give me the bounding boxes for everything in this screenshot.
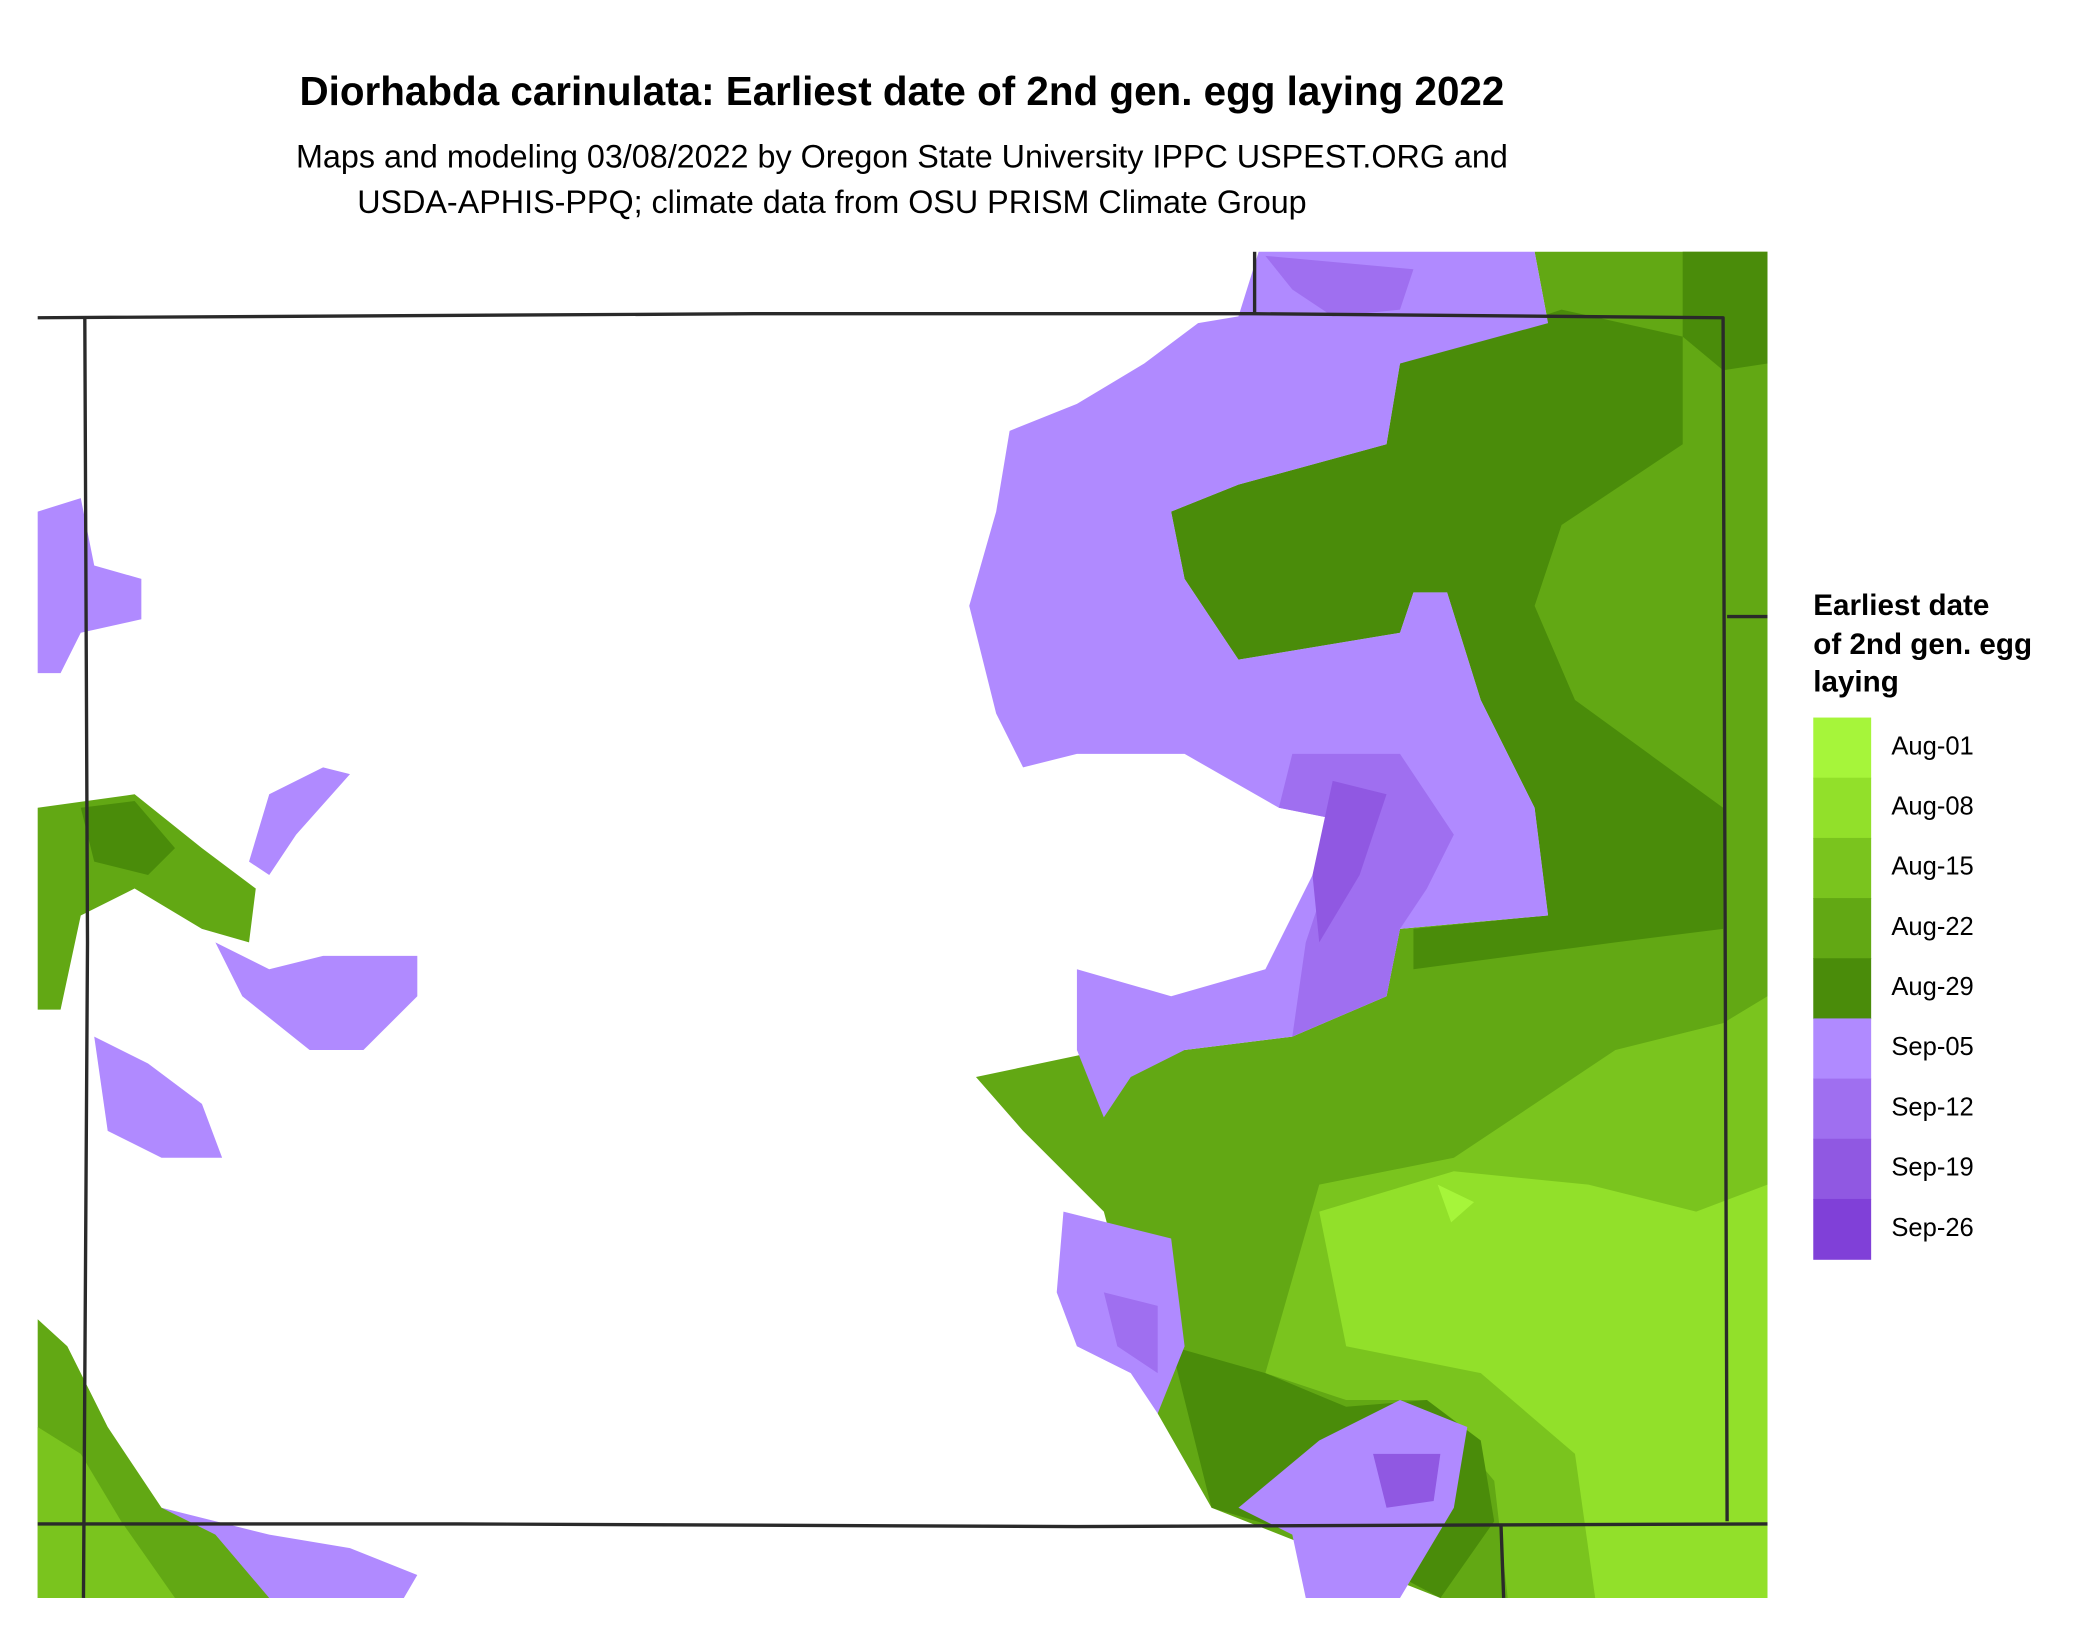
legend-swatch	[1813, 1078, 1872, 1140]
legend-label: Aug-08	[1891, 793, 1973, 821]
legend-swatch	[1813, 898, 1872, 959]
legend-label: Sep-26	[1891, 1214, 1973, 1242]
region	[1682, 251, 1768, 371]
region	[215, 942, 418, 1051]
region	[1437, 1184, 1475, 1223]
map-title: Diorhabda carinulata: Earliest date of 2…	[300, 68, 1505, 114]
region	[94, 1036, 223, 1158]
region	[1171, 309, 1724, 970]
region	[1278, 753, 1454, 1037]
state-border	[37, 312, 1729, 1522]
legend-swatch	[1813, 777, 1872, 839]
region	[80, 801, 175, 876]
legend-swatch	[1813, 1018, 1872, 1080]
region	[1312, 780, 1387, 943]
region	[249, 767, 350, 876]
legend-label: Aug-29	[1891, 973, 1973, 1001]
region	[1319, 1171, 1768, 1598]
map	[37, 251, 1768, 1599]
legend-label: Sep-12	[1891, 1093, 1973, 1121]
state-border	[37, 1522, 1768, 1529]
legend-title: of 2nd gen. egg	[1813, 628, 2032, 661]
legend-label: Sep-19	[1891, 1154, 1973, 1182]
region	[1373, 1453, 1441, 1508]
region	[161, 1507, 418, 1598]
legend-label: Aug-15	[1891, 853, 1973, 881]
legend-label: Sep-05	[1891, 1033, 1973, 1061]
legend: Earliest date of 2nd gen. egg laying Aug…	[1813, 589, 2032, 1260]
state-border	[1499, 1523, 1506, 1599]
legend-title: laying	[1813, 666, 1899, 699]
legend-label: Aug-01	[1891, 732, 1973, 760]
region	[1238, 1400, 1468, 1598]
legend-swatch	[1813, 837, 1872, 899]
legend-label: Aug-22	[1891, 913, 1973, 941]
region	[37, 1426, 175, 1598]
region	[37, 498, 142, 674]
region	[1103, 1292, 1158, 1374]
legend-swatch	[1813, 1138, 1872, 1200]
region	[1265, 255, 1414, 317]
legend-swatch	[1813, 958, 1872, 1020]
map-subtitle: Maps and modeling 03/08/2022 by Oregon S…	[296, 138, 1508, 174]
legend-swatch	[1813, 717, 1872, 779]
map-subtitle: USDA-APHIS-PPQ; climate data from OSU PR…	[357, 184, 1306, 220]
legend-swatch	[1813, 1198, 1872, 1260]
state-border	[81, 317, 90, 1598]
legend-title: Earliest date	[1813, 589, 1989, 622]
